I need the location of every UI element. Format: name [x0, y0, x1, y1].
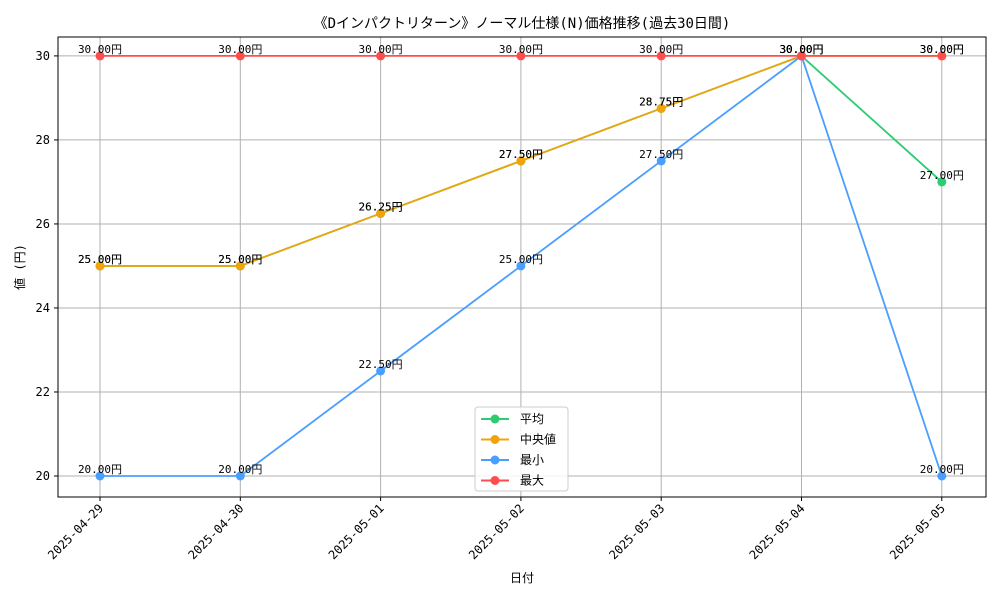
- data-point: [656, 51, 666, 61]
- data-label: 28.75円: [639, 95, 683, 108]
- y-tick-label: 26: [36, 217, 50, 231]
- series-layer: [95, 51, 947, 481]
- data-label: 30.00円: [359, 43, 403, 56]
- data-label: 26.25円: [359, 200, 403, 213]
- data-label: 27.50円: [499, 148, 543, 161]
- data-label: 25.00円: [218, 253, 262, 266]
- data-label: 25.00円: [218, 253, 262, 266]
- data-point: [797, 51, 806, 61]
- data-label: 20.00円: [218, 463, 262, 476]
- data-label: 25.00円: [78, 253, 122, 266]
- data-label: 22.50円: [359, 358, 403, 371]
- legend-swatch-marker: [490, 476, 500, 485]
- series-最大: [95, 51, 947, 61]
- y-axis-ticks: 20 22 24 26 28 30: [36, 49, 58, 483]
- y-tick-label: 28: [36, 133, 50, 147]
- data-point: [95, 471, 105, 481]
- y-tick-label: 24: [36, 301, 50, 315]
- legend-label: 平均: [520, 412, 544, 426]
- data-point: [376, 208, 386, 218]
- data-label: 30.00円: [779, 43, 823, 56]
- data-point: [516, 261, 526, 271]
- data-label: 30.00円: [779, 43, 823, 56]
- data-labels: 25.00円 25.00円 26.25円 27.50円 28.75円 30.00円 27.0…: [78, 43, 964, 476]
- data-label: 30.00円: [920, 43, 964, 56]
- legend-label: 最大: [520, 474, 544, 488]
- legend-box: [474, 406, 569, 492]
- data-label: 20.00円: [920, 463, 964, 476]
- y-axis-label: 値 (円): [12, 244, 27, 290]
- data-point: [656, 103, 666, 113]
- legend-swatch-marker: [490, 455, 500, 465]
- data-label: 20.00円: [78, 463, 122, 476]
- data-point: [235, 261, 245, 271]
- data-point: [937, 471, 947, 481]
- data-label: 30.00円: [218, 43, 262, 56]
- data-label: 30.00円: [920, 43, 964, 56]
- data-label: 27.50円: [499, 148, 543, 161]
- x-axis-label: 日付: [510, 571, 534, 585]
- legend-item: 最大: [481, 474, 544, 488]
- legend-label: 最小: [520, 453, 544, 467]
- data-label: 27.50円: [639, 148, 683, 161]
- legend-swatch-marker: [490, 435, 500, 444]
- y-tick-label: 30: [36, 49, 50, 63]
- data-point: [376, 366, 386, 376]
- legend-item: 中央値: [481, 432, 556, 447]
- data-point: [937, 51, 947, 61]
- data-label: 25.00円: [78, 253, 122, 266]
- legend-item: 平均: [481, 412, 544, 426]
- y-tick-label: 22: [36, 385, 50, 399]
- data-point: [656, 156, 666, 166]
- plot-frame: [57, 36, 987, 498]
- legend-label: 中央値: [520, 432, 556, 447]
- data-point: [376, 51, 386, 61]
- data-label: 27.00円: [920, 169, 964, 182]
- chart-title: 《Dインパクトリターン》ノーマル仕様(N)価格推移(過去30日間): [314, 16, 731, 32]
- data-label: 30.00円: [78, 43, 122, 56]
- data-label: 25.00円: [499, 253, 543, 266]
- data-label: 30.00円: [779, 43, 823, 56]
- data-label: 30.00円: [639, 43, 683, 56]
- data-point: [95, 51, 105, 61]
- legend-swatch-marker: [490, 414, 500, 424]
- data-point: [235, 471, 245, 481]
- data-label: 30.00円: [499, 43, 543, 56]
- data-label: 30.00円: [779, 43, 823, 56]
- legend-item: 最小: [481, 453, 544, 467]
- data-label: 26.25円: [359, 200, 403, 213]
- data-point: [516, 51, 526, 61]
- y-tick-label: 20: [36, 469, 50, 483]
- data-point: [95, 261, 105, 271]
- data-label: 28.75円: [639, 95, 683, 108]
- data-point: [235, 51, 245, 61]
- data-point: [937, 177, 947, 187]
- data-point: [516, 156, 526, 166]
